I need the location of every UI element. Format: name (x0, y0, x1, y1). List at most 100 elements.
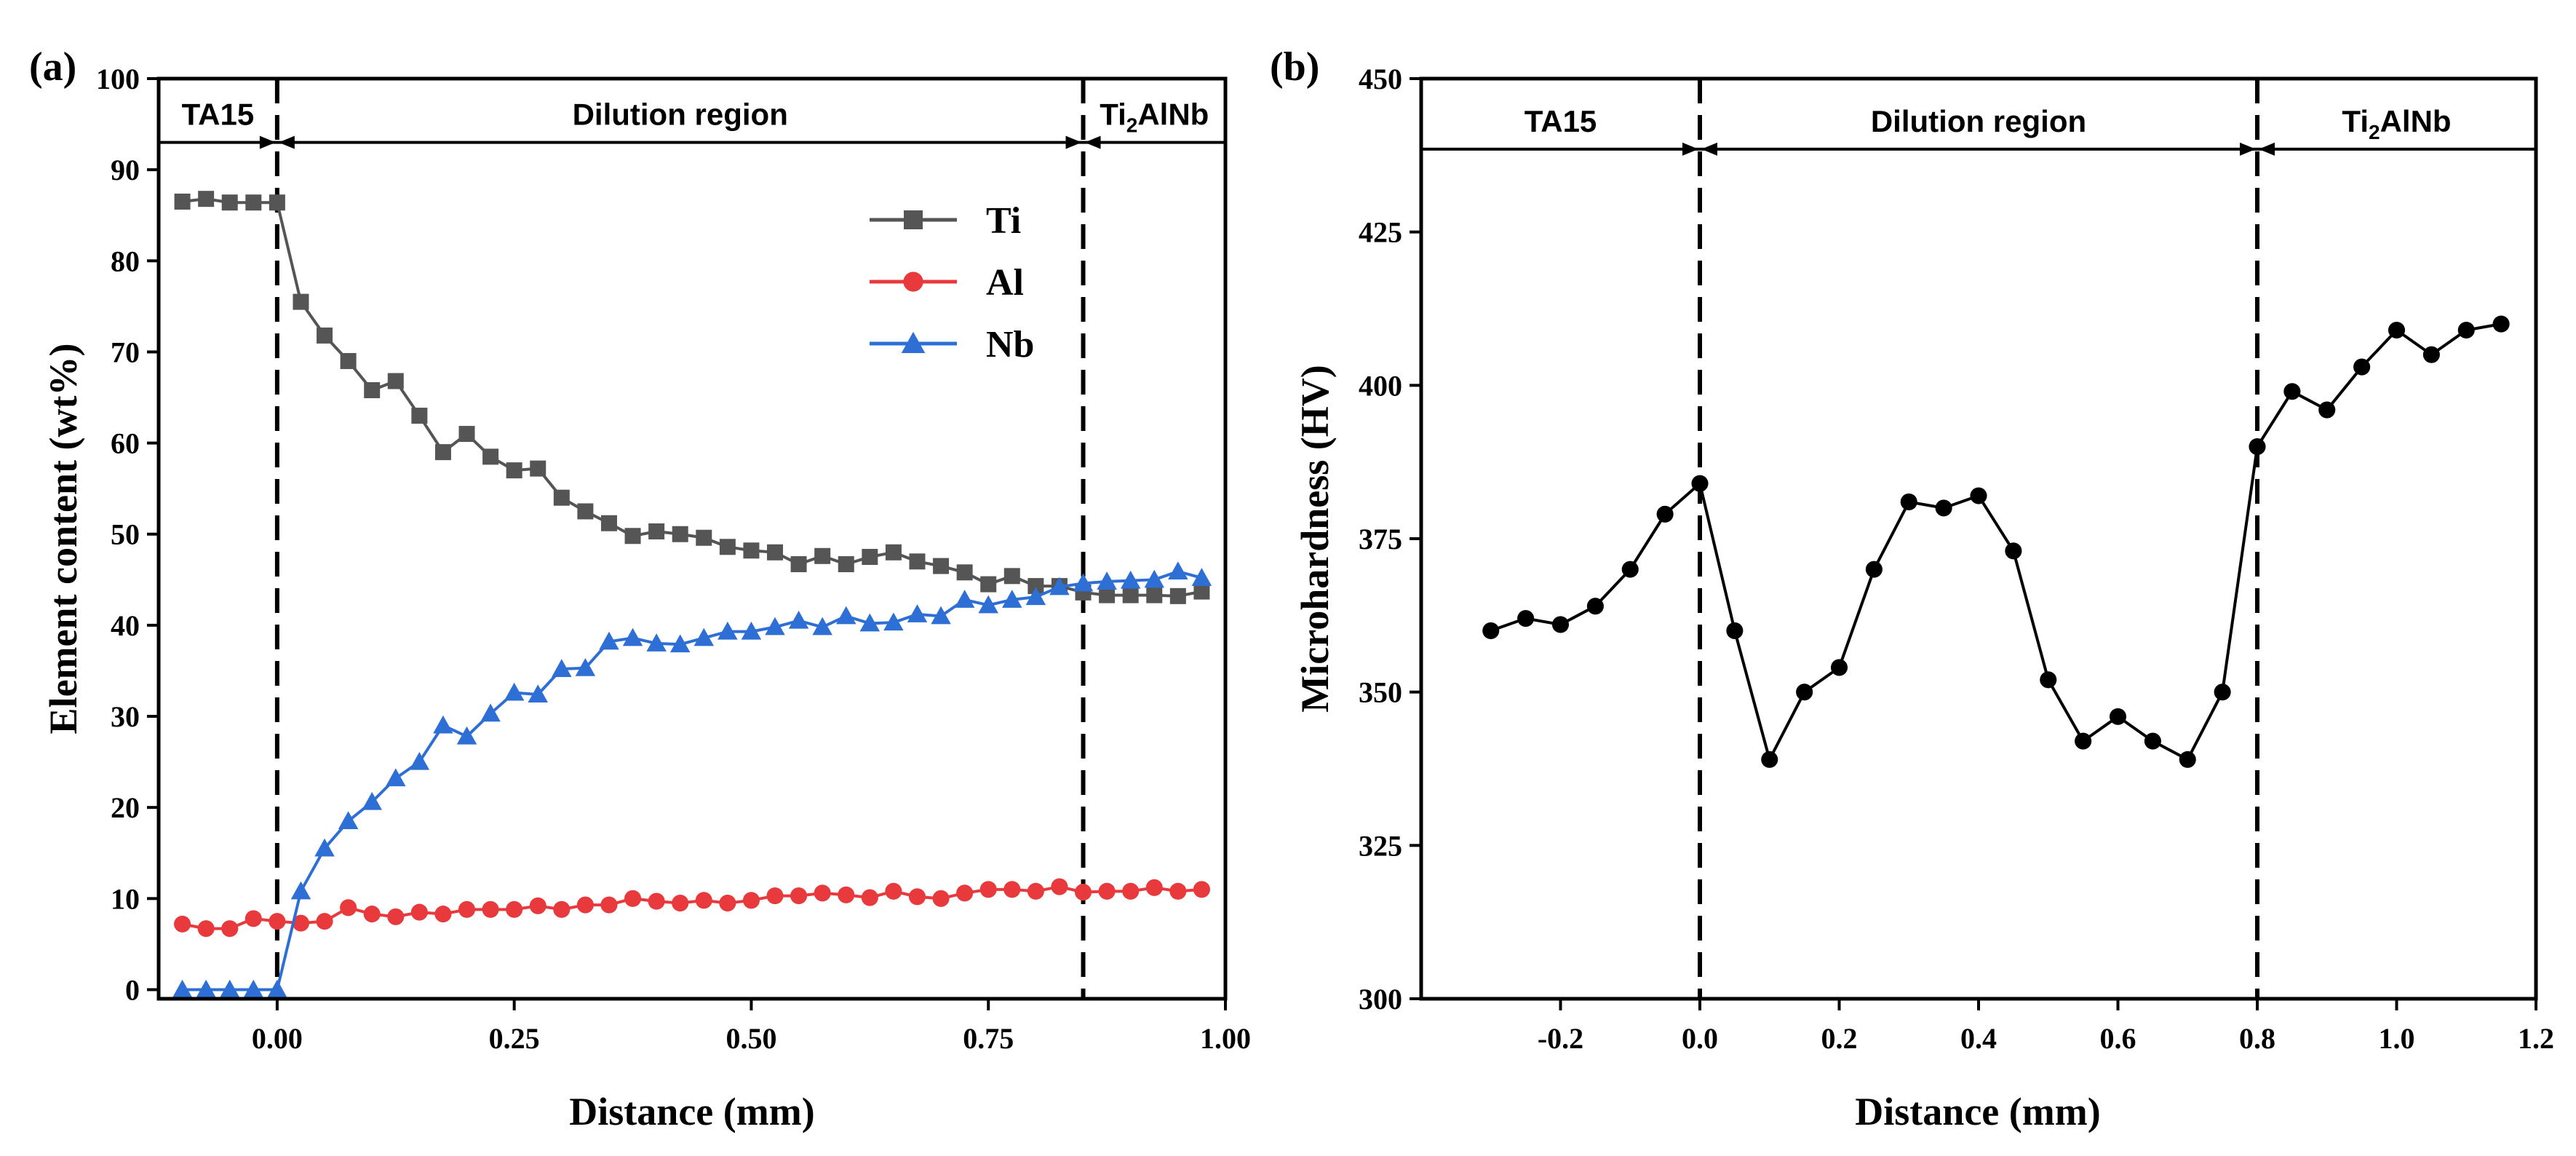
panel-a-data-point-al (1074, 884, 1092, 901)
panel-a-data-point-ti (719, 539, 736, 555)
panel-a-data-point-ti (1099, 587, 1116, 603)
panel-b-data-point-microhardness (2075, 732, 2092, 750)
panel-a-data-point-nb (575, 657, 596, 676)
panel-a-data-point-ti (340, 352, 357, 369)
panel-a-data-point-al (340, 899, 357, 917)
panel-b-data-point-microhardness (2109, 708, 2127, 725)
panel-a-data-point-al (814, 884, 831, 902)
panel-a-data-point-nb (1002, 590, 1022, 608)
panel-a-data-point-al (1027, 882, 1044, 900)
panel-b-data-point-microhardness (1796, 684, 1813, 701)
panel-a-data-point-ti (1169, 587, 1186, 604)
panel-a-data-point-nb (1025, 587, 1046, 606)
panel-a-y-tick-label: 50 (111, 518, 140, 551)
panel-a-data-point-nb (788, 610, 809, 629)
panel-a-data-point-nb (883, 612, 904, 631)
panel-a-data-point-ti (980, 576, 997, 593)
panel-a-data-point-al (695, 892, 712, 909)
panel-a-data-point-ti (814, 547, 831, 564)
panel-a-data-point-nb (1073, 573, 1094, 592)
panel-a-data-point-ti (1027, 578, 1044, 595)
panel-b-x-tick-label: 0.2 (1821, 1022, 1858, 1055)
panel-b-data-point-microhardness (2422, 346, 2440, 363)
panel-a-data-point-al (861, 889, 878, 906)
panel-b-y-tick-label: 325 (1359, 829, 1402, 862)
panel-b-data-point-microhardness (2388, 321, 2406, 339)
panel-a-data-point-nb (836, 606, 856, 625)
panel-a-data-point-nb (693, 628, 715, 646)
panel-b-arrowhead-right (1701, 142, 1717, 156)
panel-a-data-point-ti (482, 448, 499, 465)
panel-a-region-label: TA15 (182, 98, 255, 132)
panel-a-data-point-al (672, 895, 689, 912)
panel-a-data-point-ti (174, 193, 191, 210)
panel-a-data-point-nb (243, 979, 264, 998)
panel-b: (b) -0.2 0.0 0.2 0.4 0.6 0.8 1.0 1.2 300 325 350 37… (1270, 44, 2554, 1133)
panel-a-data-point-al (576, 896, 594, 914)
panel-a-y-tick-label: 60 (111, 427, 140, 460)
panel-a-y-tick-label: 30 (111, 700, 140, 733)
panel-a-data-point-ti (245, 194, 262, 211)
panel-b-data-point-microhardness (1970, 487, 1987, 504)
panel-a-data-point-ti (790, 556, 807, 573)
panel-b-x-tick-label: 0.6 (2100, 1022, 2136, 1055)
panel-b-x-tick-label: 0.0 (1682, 1022, 1718, 1055)
panel-b-y-tick-label: 450 (1359, 63, 1402, 95)
panel-a-data-point-al (363, 906, 381, 923)
panel-a-arrowhead-right (278, 135, 295, 149)
panel-b-data-point-microhardness (1761, 751, 1778, 768)
panel-b-data-point-microhardness (1656, 505, 1674, 523)
panel-a-data-point-al (908, 888, 926, 906)
panel-a-data-point-nb (362, 791, 382, 810)
panel-b-x-axis-title: Distance (mm) (1855, 1090, 2100, 1133)
panel-a-data-point-al (410, 903, 428, 921)
panel-a-data-point-ti (933, 558, 950, 574)
panel-a-data-point-ti (1193, 583, 1210, 600)
panel-b-data-point-microhardness (2283, 383, 2301, 400)
panel-a-data-point-al (932, 890, 950, 907)
panel-a-data-point-nb (290, 881, 311, 900)
panel-a-data-point-al (1169, 882, 1187, 900)
panel-a-data-point-nb (859, 613, 880, 632)
panel-a-data-point-al (316, 913, 333, 930)
panel-a-data-point-ti (530, 460, 546, 477)
panel-a-data-point-al (1122, 882, 1140, 900)
panel-a-data-point-nb (741, 621, 762, 640)
panel-a-data-point-ti (743, 542, 760, 559)
panel-a-x-tick-label: 0.00 (252, 1022, 303, 1055)
panel-a-data-point-al (742, 892, 760, 909)
panel-a-y-tick-label: 10 (111, 882, 140, 915)
panel-a-arrowhead-left (259, 135, 276, 149)
panel-a-data-point-al (458, 900, 476, 918)
panel-a-data-point-ti (767, 544, 784, 561)
panel-b-y-axis-title: Microhardness (HV) (1293, 365, 1337, 712)
panel-a-data-point-ti (577, 503, 594, 520)
panel-a-data-point-nb (978, 595, 998, 614)
panel-b-x-tick-label: 0.4 (1960, 1022, 1997, 1055)
panel-b-data-point-microhardness (2144, 732, 2161, 750)
panel-a-data-point-nb (1120, 570, 1141, 589)
panel-a-data-point-nb (314, 838, 335, 857)
panel-a-data-point-nb (172, 979, 193, 998)
panel-a-data-point-ti (648, 523, 665, 539)
panel-a-arrowhead-left (1065, 135, 1082, 149)
panel-a-data-point-al (269, 913, 286, 930)
panel-a-data-point-al (979, 881, 997, 898)
panel-b-data-point-microhardness (2457, 321, 2475, 339)
panel-b-y-tick-label: 400 (1359, 369, 1402, 402)
panel-a-data-point-nb (646, 633, 667, 652)
panel-a-data-point-ti (458, 426, 475, 443)
panel-b-region-label: Dilution region (1871, 104, 2086, 138)
panel-a-y-tick-label: 90 (111, 154, 140, 186)
panel-a-data-point-ti (387, 373, 404, 389)
panel-a-data-point-al (1193, 881, 1210, 898)
panel-a-data-point-al (1003, 881, 1021, 898)
panel-b-y-tick-label: 300 (1359, 983, 1402, 1016)
panel-a-data-point-ti (838, 556, 854, 573)
panel-a-data-point-nb (267, 979, 287, 998)
panel-b-data-point-microhardness (1691, 475, 1709, 492)
panel-a-y-tick-label: 100 (96, 63, 140, 95)
panel-a-data-point-al (197, 920, 215, 938)
panel-a-data-point-al (387, 908, 405, 925)
panel-a-y-tick-label: 40 (111, 609, 140, 642)
